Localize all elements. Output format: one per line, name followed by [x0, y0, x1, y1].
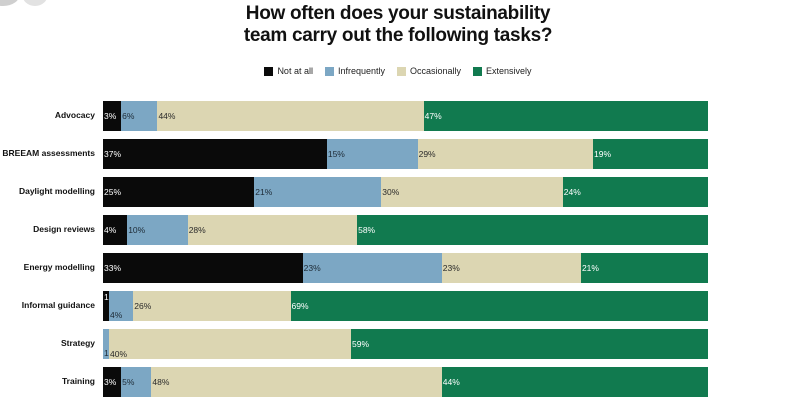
- chart-title-line-2: team carry out the following tasks?: [243, 25, 553, 46]
- category-label: Daylight modelling: [18, 186, 95, 196]
- data-label: 23%: [442, 263, 460, 273]
- bar-segment: [103, 177, 255, 207]
- bar-segment: [151, 367, 442, 397]
- data-label: 6%: [122, 111, 135, 121]
- corner-decoration: [22, 0, 48, 6]
- bar-segment: [103, 139, 327, 169]
- chart-legend: Not at all Infrequently Occasionally Ext…: [0, 66, 796, 76]
- legend-swatch: [473, 66, 483, 76]
- bar-segment: [357, 215, 708, 245]
- data-label: 25%: [104, 187, 122, 197]
- data-label: 40%: [110, 349, 128, 359]
- bar-segment: [302, 253, 442, 283]
- bar-segment: [103, 101, 122, 131]
- bar-segment: [187, 215, 358, 245]
- chart-title-line-1: How often does your sustainability: [245, 3, 551, 24]
- bar-segment: [109, 291, 134, 321]
- data-label: 47%: [424, 111, 442, 121]
- data-label: 23%: [303, 263, 321, 273]
- legend-item-extensively: Extensively: [473, 66, 532, 76]
- legend-swatch: [324, 66, 334, 76]
- data-label: 59%: [352, 339, 370, 349]
- category-label: Training: [61, 376, 95, 386]
- data-label: 37%: [104, 149, 122, 159]
- data-label: 58%: [358, 225, 376, 235]
- bar-segment: [290, 291, 708, 321]
- data-label: 44%: [158, 111, 176, 121]
- bar-segment: [103, 253, 303, 283]
- data-label: 28%: [188, 225, 206, 235]
- category-label: BREEAM assessments: [2, 148, 95, 158]
- data-label: 19%: [594, 149, 612, 159]
- bar-segment: [562, 177, 708, 207]
- data-label: 24%: [563, 187, 581, 197]
- bar-segment: [103, 291, 110, 321]
- bar-segment: [423, 101, 708, 131]
- bar-segment: [103, 329, 110, 359]
- bar-segment: [157, 101, 424, 131]
- data-label: 44%: [442, 377, 460, 387]
- chart-title: How often does your sustainability team …: [0, 3, 796, 47]
- legend-swatch: [264, 66, 274, 76]
- bar-segment: [127, 215, 188, 245]
- legend-item-infrequently: Infrequently: [324, 66, 385, 76]
- data-label: 4%: [110, 310, 123, 320]
- legend-item-occasionally: Occasionally: [397, 66, 461, 76]
- category-label: Informal guidance: [21, 300, 95, 310]
- data-label: 10%: [128, 225, 146, 235]
- data-label: 4%: [104, 225, 117, 235]
- bar-segment: [133, 291, 291, 321]
- bar-segment: [441, 253, 581, 283]
- data-label: 15%: [327, 149, 345, 159]
- bar-segment: [326, 139, 418, 169]
- corner-decoration: [0, 0, 20, 6]
- bar-segment: [417, 139, 594, 169]
- data-label: 3%: [104, 111, 117, 121]
- bar-segment: [103, 215, 128, 245]
- bar-segment: [109, 329, 352, 359]
- bar-segment: [441, 367, 708, 397]
- data-label: 48%: [152, 377, 170, 387]
- data-label: 33%: [104, 263, 122, 273]
- bar-segment: [121, 101, 158, 131]
- bar-segment: [381, 177, 563, 207]
- legend-label: Extensively: [486, 66, 532, 76]
- data-label: 5%: [122, 377, 135, 387]
- category-label: Strategy: [60, 338, 95, 348]
- legend-label: Not at all: [277, 66, 313, 76]
- category-label: Design reviews: [33, 224, 95, 234]
- bar-segment: [103, 367, 122, 397]
- bar-segment: [254, 177, 382, 207]
- data-label: 3%: [104, 377, 117, 387]
- bar-segment: [121, 367, 152, 397]
- data-label: 21%: [581, 263, 599, 273]
- bar-segment: [580, 253, 708, 283]
- category-label: Advocacy: [54, 110, 95, 120]
- bar-segment: [593, 139, 708, 169]
- category-label: Energy modelling: [23, 262, 95, 272]
- bar-segment: [351, 329, 708, 359]
- legend-item-not-at-all: Not at all: [264, 66, 313, 76]
- legend-label: Infrequently: [337, 66, 385, 76]
- data-label: 29%: [418, 149, 436, 159]
- data-label: 26%: [134, 301, 152, 311]
- data-label: 21%: [255, 187, 273, 197]
- legend-label: Occasionally: [410, 66, 462, 76]
- legend-swatch: [397, 66, 406, 76]
- data-label: 30%: [382, 187, 400, 197]
- data-label: 69%: [291, 301, 309, 311]
